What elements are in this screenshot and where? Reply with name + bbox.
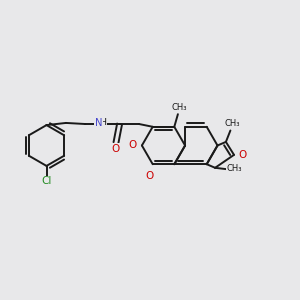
Text: N: N (95, 118, 103, 128)
Text: CH₃: CH₃ (172, 103, 187, 112)
Text: O: O (146, 171, 154, 181)
Text: CH₃: CH₃ (224, 119, 240, 128)
Text: Cl: Cl (41, 176, 52, 187)
Text: O: O (238, 150, 247, 160)
Text: H: H (100, 118, 106, 127)
Text: CH₃: CH₃ (226, 164, 242, 173)
Text: O: O (129, 140, 137, 151)
Text: O: O (112, 144, 120, 154)
